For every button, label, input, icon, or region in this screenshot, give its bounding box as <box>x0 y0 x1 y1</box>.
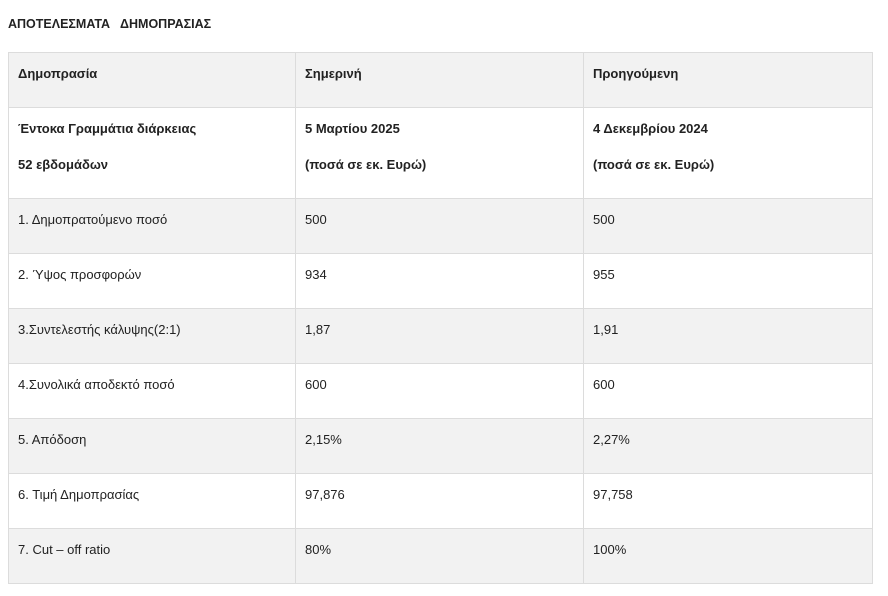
row-current: 500 <box>295 198 584 254</box>
row-label: 6. Τιμή Δημοπρασίας <box>8 473 296 529</box>
row-current: 1,87 <box>295 308 584 364</box>
row-previous: 100% <box>583 528 873 584</box>
row-label: 3.Συντελεστής κάλυψης(2:1) <box>8 308 296 364</box>
auction-results-table: Δημοπρασία Σημερινή Προηγούμενη Έντοκα Γ… <box>8 52 873 584</box>
row-label: 7. Cut – off ratio <box>8 528 296 584</box>
table-row: 7. Cut – off ratio 80% 100% <box>8 528 873 584</box>
header-previous: Προηγούμενη <box>583 52 873 108</box>
row-previous: 600 <box>583 363 873 419</box>
current-units: (ποσά σε εκ. Ευρώ) <box>305 157 427 172</box>
subheader-previous-date: 4 Δεκεμβρίου 2024 (ποσά σε εκ. Ευρώ) <box>583 107 873 199</box>
header-auction: Δημοπρασία <box>8 52 296 108</box>
table-row: 1. Δημοπρατούμενο ποσό 500 500 <box>8 198 873 254</box>
table-row: 3.Συντελεστής κάλυψης(2:1) 1,87 1,91 <box>8 308 873 364</box>
previous-date: 4 Δεκεμβρίου 2024 <box>593 121 708 136</box>
subheader-instrument: Έντοκα Γραμμάτια διάρκειας 52 εβδομάδων <box>8 107 296 199</box>
table-row: 2. Ύψος προσφορών 934 955 <box>8 253 873 309</box>
row-previous: 955 <box>583 253 873 309</box>
row-previous: 2,27% <box>583 418 873 474</box>
current-date: 5 Μαρτίου 2025 <box>305 121 400 136</box>
page-title: ΑΠΟΤΕΛΕΣΜΑΤΑ ΔΗΜΟΠΡΑΣΙΑΣ <box>8 17 212 31</box>
subheader-current-date: 5 Μαρτίου 2025 (ποσά σε εκ. Ευρώ) <box>295 107 584 199</box>
row-current: 934 <box>295 253 584 309</box>
table-header-row: Δημοπρασία Σημερινή Προηγούμενη <box>8 52 873 108</box>
row-current: 97,876 <box>295 473 584 529</box>
row-previous: 500 <box>583 198 873 254</box>
row-previous: 97,758 <box>583 473 873 529</box>
row-label: 4.Συνολικά αποδεκτό ποσό <box>8 363 296 419</box>
table-subheader-row: Έντοκα Γραμμάτια διάρκειας 52 εβδομάδων … <box>8 107 873 199</box>
row-label: 1. Δημοπρατούμενο ποσό <box>8 198 296 254</box>
row-current: 2,15% <box>295 418 584 474</box>
previous-units: (ποσά σε εκ. Ευρώ) <box>593 157 715 172</box>
instrument-line-1: Έντοκα Γραμμάτια διάρκειας <box>18 121 197 136</box>
row-current: 80% <box>295 528 584 584</box>
table-row: 5. Απόδοση 2,15% 2,27% <box>8 418 873 474</box>
row-label: 2. Ύψος προσφορών <box>8 253 296 309</box>
row-previous: 1,91 <box>583 308 873 364</box>
row-current: 600 <box>295 363 584 419</box>
instrument-line-2: 52 εβδομάδων <box>18 157 109 172</box>
row-label: 5. Απόδοση <box>8 418 296 474</box>
header-current: Σημερινή <box>295 52 584 108</box>
table-row: 6. Τιμή Δημοπρασίας 97,876 97,758 <box>8 473 873 529</box>
table-row: 4.Συνολικά αποδεκτό ποσό 600 600 <box>8 363 873 419</box>
